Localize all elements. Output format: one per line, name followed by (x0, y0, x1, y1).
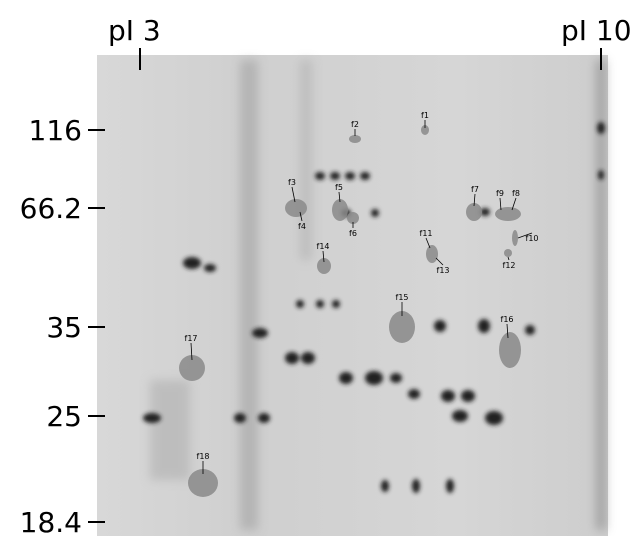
spot-label: f17 (185, 334, 198, 343)
mw-label: 35 (46, 311, 82, 344)
spot-label: f18 (197, 452, 210, 461)
spot-leader (517, 232, 533, 239)
spot-leader (322, 250, 325, 263)
spot-leader (511, 197, 517, 211)
spot-label: f15 (396, 293, 409, 302)
spot-leader (338, 191, 341, 203)
spot-leader (507, 256, 510, 261)
spot-leader (506, 323, 509, 339)
spot-label: f4 (298, 222, 306, 231)
mw-label: 18.4 (20, 506, 82, 536)
spot-label: f10 (526, 234, 539, 243)
spot-leader (425, 237, 431, 249)
spot-leader (499, 197, 502, 211)
spot-leader (299, 211, 303, 222)
spot-label: f7 (471, 185, 479, 194)
spot-label: f5 (335, 183, 343, 192)
mw-axis: 116 66.2 35 25 18.4 (20, 114, 105, 536)
spot-label: f14 (317, 242, 330, 251)
pi-left-label: pI 3 (108, 14, 161, 47)
spot-leader (291, 186, 296, 203)
spot-label: f8 (512, 189, 520, 198)
spot-leader (473, 193, 476, 207)
gel-spots (143, 122, 605, 493)
spot-label: f6 (349, 229, 357, 238)
spot-label: f13 (437, 266, 450, 275)
highlighted-regions (179, 125, 521, 497)
gel-streaks (150, 60, 606, 530)
spot-label: f12 (503, 261, 516, 270)
spot-labels: f1 f2 f3 f4 f5 f6 f7 f8 f9 f10 f11 f12 f13 f14 f15 f16 f… (185, 111, 539, 474)
spot-leader (190, 342, 193, 361)
mw-label: 25 (46, 400, 82, 433)
spot-label: f9 (496, 189, 504, 198)
spot-label: f3 (288, 178, 296, 187)
spot-label: f2 (351, 120, 359, 129)
mw-label: 116 (29, 114, 82, 147)
spot-label: f16 (501, 315, 514, 324)
pi-right-label: pI 10 (561, 14, 632, 47)
spot-leader (435, 257, 444, 266)
spot-label: f1 (421, 111, 429, 120)
spot-label: f11 (420, 229, 433, 238)
mw-label: 66.2 (20, 192, 82, 225)
